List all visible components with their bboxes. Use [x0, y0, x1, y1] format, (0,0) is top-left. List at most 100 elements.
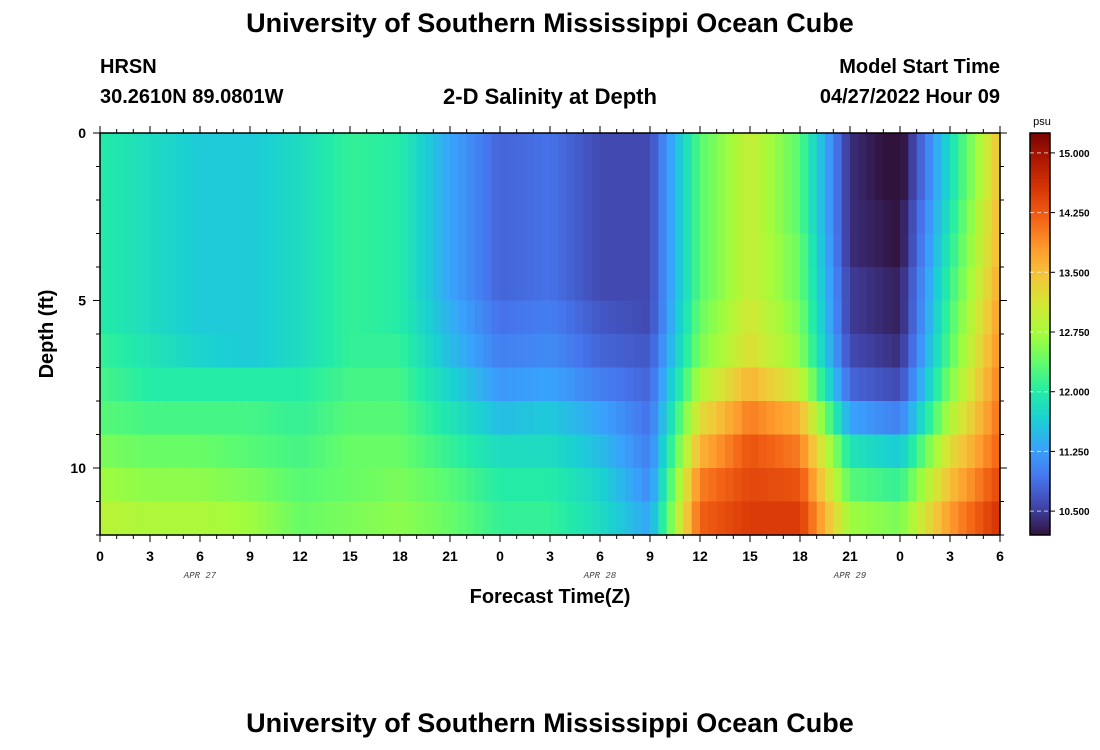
heatmap-cell — [608, 501, 618, 536]
heatmap-cell — [308, 468, 318, 503]
heatmap-cell — [591, 133, 601, 168]
heatmap-cell — [650, 501, 659, 536]
heatmap-cell — [608, 300, 618, 335]
heatmap-cell — [241, 334, 251, 369]
heatmap-cell — [966, 468, 976, 503]
heatmap-cell — [983, 233, 993, 268]
heatmap-cell — [908, 468, 918, 503]
heatmap-cell — [916, 367, 926, 402]
heatmap-cell — [641, 334, 651, 369]
heatmap-cell — [500, 468, 509, 503]
heatmap-cell — [883, 200, 893, 235]
heatmap-cell — [908, 200, 918, 235]
heatmap-cell — [508, 267, 518, 302]
heatmap-cell — [800, 166, 809, 201]
heatmap-cell — [825, 468, 834, 503]
heatmap-cell — [216, 133, 226, 168]
heatmap-cell — [958, 367, 968, 402]
heatmap-cell — [866, 367, 876, 402]
heatmap-cell — [275, 434, 284, 469]
heatmap-cell — [166, 334, 176, 369]
heatmap-cell — [558, 200, 568, 235]
heatmap-cell — [150, 133, 159, 168]
heatmap-cell — [983, 401, 993, 436]
heatmap-cell — [808, 166, 818, 201]
heatmap-cell — [541, 233, 551, 268]
heatmap-cell — [950, 468, 959, 503]
heatmap-cell — [308, 334, 318, 369]
heatmap-cell — [308, 267, 318, 302]
heatmap-cell — [991, 166, 1001, 201]
heatmap-cell — [516, 468, 526, 503]
heatmap-cell — [400, 233, 409, 268]
heatmap-cell — [250, 133, 259, 168]
heatmap-cell — [516, 267, 526, 302]
heatmap-cell — [500, 401, 509, 436]
heatmap-cell — [708, 300, 718, 335]
heatmap-cell — [491, 133, 501, 168]
heatmap-cell — [841, 200, 851, 235]
heatmap-cell — [641, 300, 651, 335]
heatmap-cell — [208, 501, 218, 536]
heatmap-cell — [391, 468, 401, 503]
x-tick-label: 15 — [342, 548, 358, 564]
heatmap-cell — [716, 300, 726, 335]
heatmap-cell — [183, 468, 193, 503]
x-tick-label: 6 — [996, 548, 1004, 564]
heatmap-cell — [441, 434, 451, 469]
heatmap-cell — [916, 200, 926, 235]
heatmap-cell — [658, 200, 668, 235]
heatmap-cell — [158, 133, 168, 168]
heatmap-cell — [191, 133, 201, 168]
heatmap-cell — [750, 267, 759, 302]
heatmap-cell — [141, 200, 151, 235]
heatmap-cell — [458, 334, 468, 369]
heatmap-cell — [800, 300, 809, 335]
heatmap-cell — [541, 434, 551, 469]
heatmap-cell — [833, 300, 843, 335]
heatmap-cell — [441, 200, 451, 235]
heatmap-cell — [991, 133, 1001, 168]
heatmap-cell — [158, 468, 168, 503]
heatmap-cell — [583, 468, 593, 503]
heatmap-cell — [775, 501, 784, 536]
heatmap-cell — [533, 200, 543, 235]
heatmap-cell — [758, 367, 768, 402]
heatmap-cell — [708, 468, 718, 503]
heatmap-cell — [750, 166, 759, 201]
heatmap-cell — [483, 267, 493, 302]
heatmap-cell — [491, 434, 501, 469]
heatmap-cell — [933, 300, 943, 335]
heatmap-cell — [416, 267, 426, 302]
heatmap-cell — [550, 300, 559, 335]
heatmap-cell — [291, 501, 301, 536]
heatmap-cell — [166, 267, 176, 302]
heatmap-cell — [525, 267, 534, 302]
heatmap-cell — [858, 300, 868, 335]
heatmap-cell — [158, 267, 168, 302]
heatmap-cell — [883, 468, 893, 503]
heatmap-cell — [808, 468, 818, 503]
heatmap-cell — [375, 200, 384, 235]
heatmap-cell — [675, 166, 684, 201]
heatmap-cell — [416, 501, 426, 536]
heatmap-cell — [133, 166, 143, 201]
heatmap-cell — [433, 300, 443, 335]
heatmap-cell — [975, 233, 984, 268]
heatmap-cell — [475, 300, 484, 335]
heatmap-cell — [108, 334, 118, 369]
heatmap-cell — [958, 300, 968, 335]
heatmap-cell — [375, 334, 384, 369]
heatmap-cell — [500, 367, 509, 402]
heatmap-cell — [850, 233, 859, 268]
heatmap-cell — [200, 501, 209, 536]
heatmap-cell — [600, 166, 609, 201]
heatmap-cell — [100, 300, 109, 335]
x-date-label: APR 29 — [833, 571, 867, 581]
heatmap-cell — [691, 434, 701, 469]
heatmap-cell — [183, 200, 193, 235]
heatmap-cell — [908, 300, 918, 335]
heatmap-cell — [100, 501, 109, 536]
heatmap-cell — [441, 401, 451, 436]
heatmap-cell — [766, 200, 776, 235]
